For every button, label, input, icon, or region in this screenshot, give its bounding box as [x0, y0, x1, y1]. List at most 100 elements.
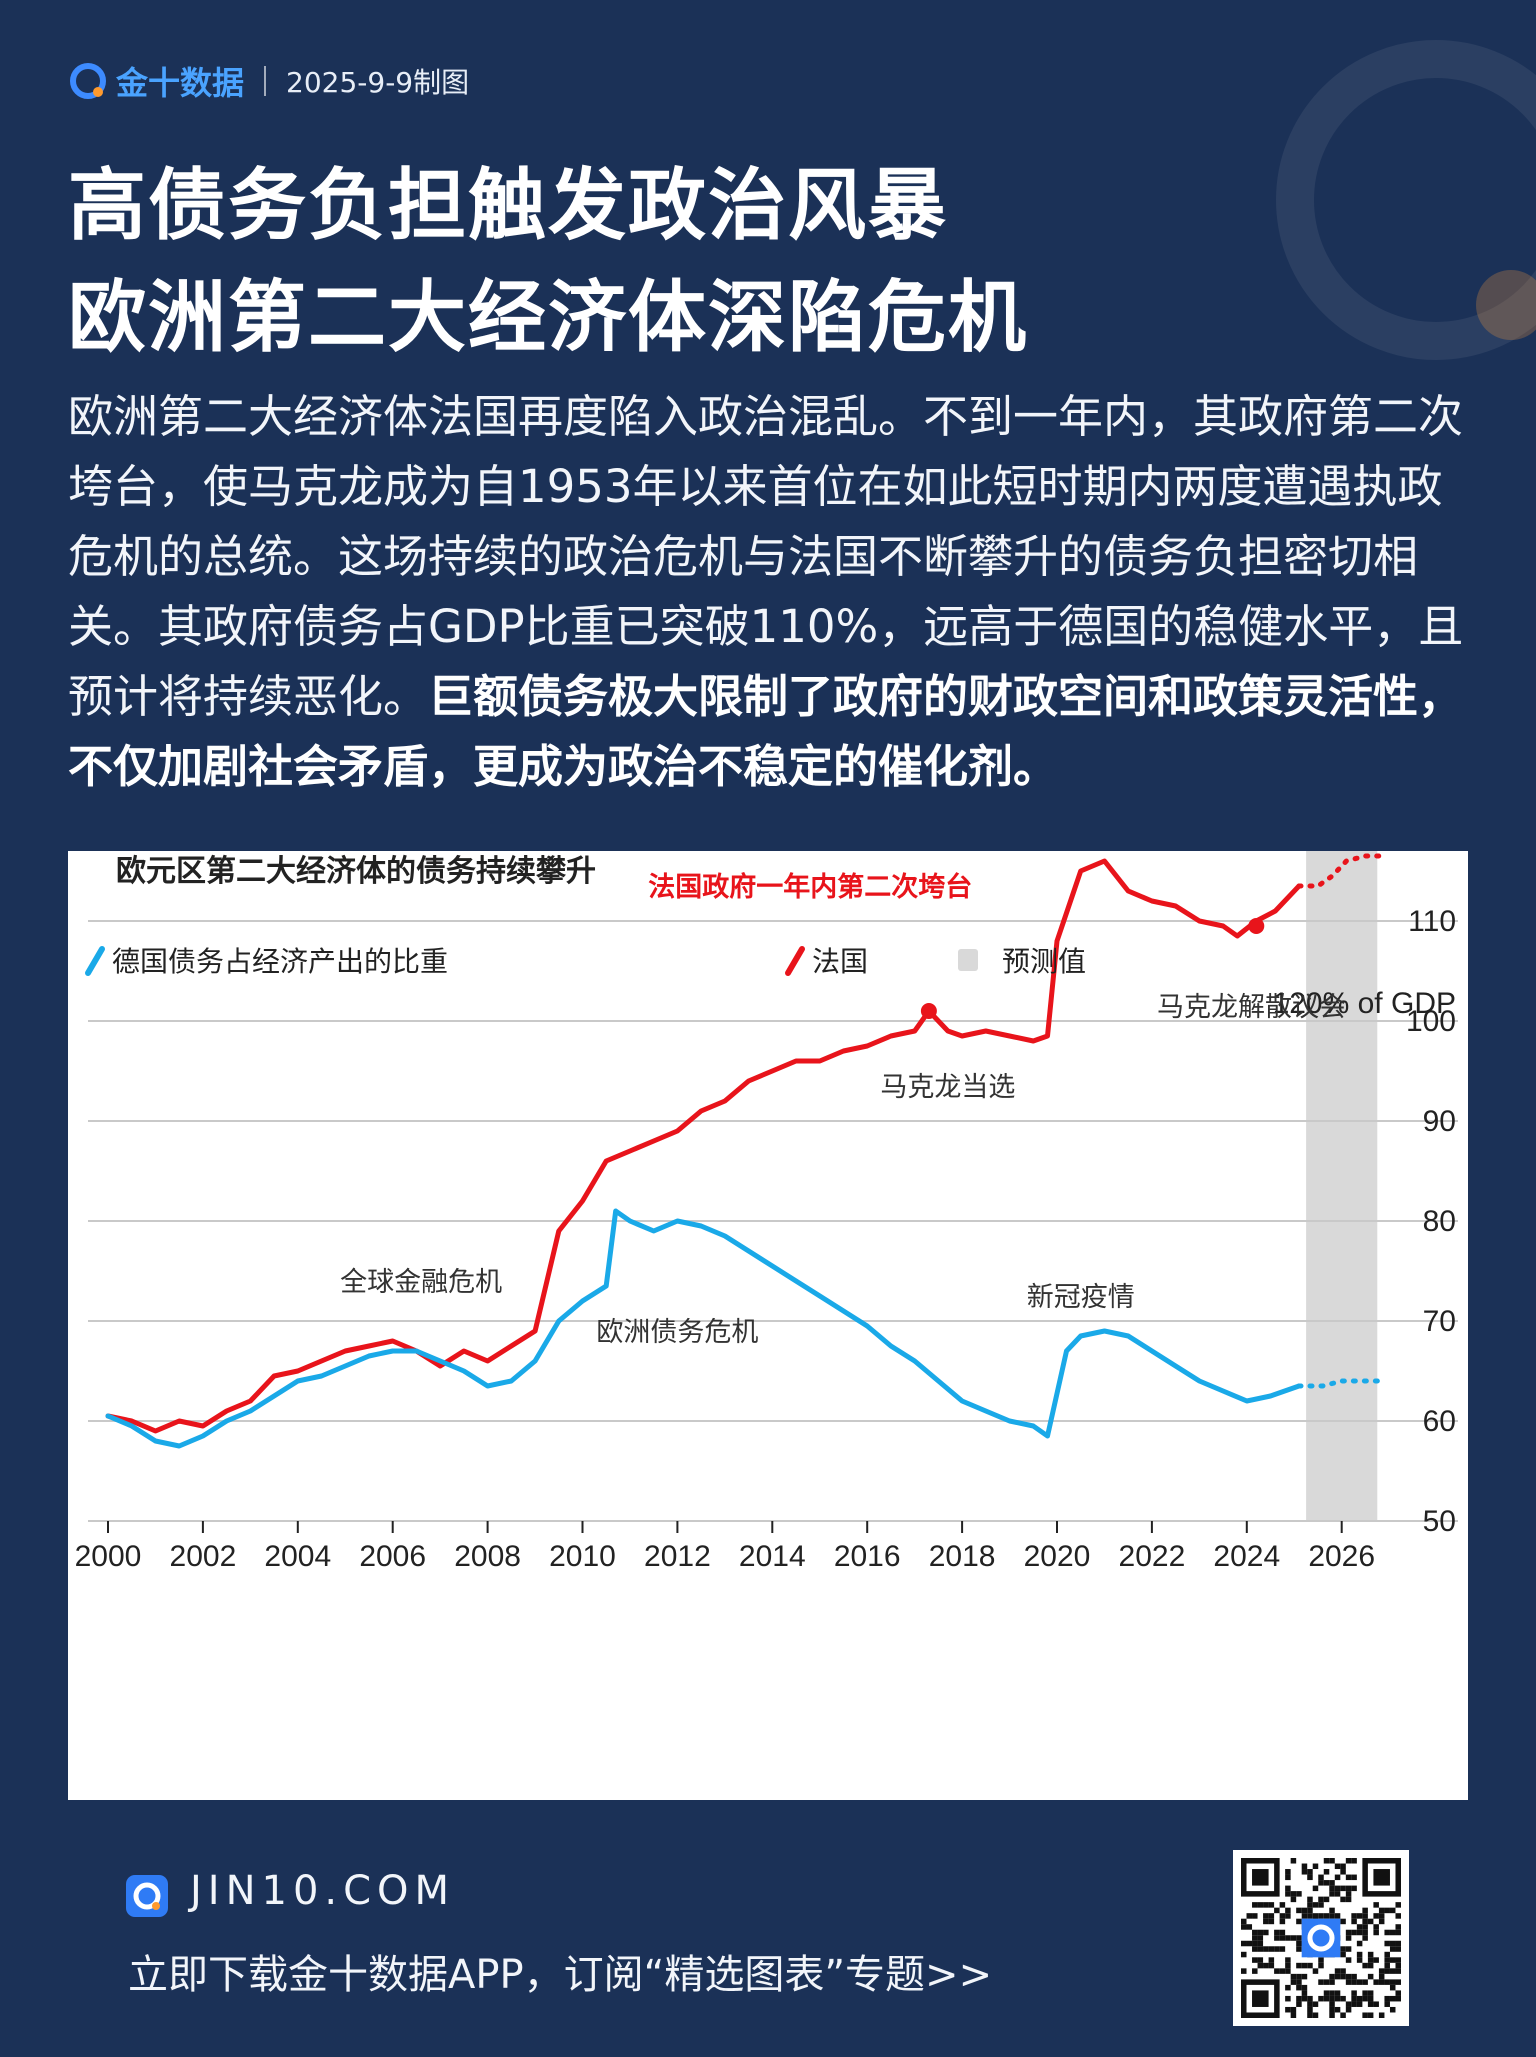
qr-module: [1312, 2012, 1319, 2018]
qr-module: [1323, 1869, 1330, 1875]
qr-module: [1279, 1902, 1286, 1908]
qr-module: [1329, 1995, 1335, 2002]
qr-module: [1296, 1940, 1302, 1947]
qr-module: [1351, 1995, 1357, 2002]
qr-module: [1351, 2001, 1357, 2007]
x-tick-label: 2008: [454, 1540, 521, 1573]
qr-module: [1389, 1929, 1396, 1936]
qr-module: [1351, 1913, 1357, 1919]
qr-module: [1307, 1913, 1313, 1919]
qr-module: [1389, 1946, 1396, 1952]
qr-code[interactable]: [1233, 1850, 1409, 2026]
legend-swatch: [958, 949, 978, 971]
qr-module: [1252, 1913, 1258, 1919]
qr-module: [1285, 1962, 1291, 1969]
qr-module: [1318, 1962, 1324, 1969]
qr-module: [1334, 1913, 1341, 1919]
qr-module: [1252, 1935, 1258, 1941]
body-text-bold: 巨额债务极大限制了政府的财政空间和政策灵活性，不仅加剧社会矛盾，更成为政治不稳定…: [68, 670, 1464, 793]
qr-module: [1274, 1929, 1280, 1936]
x-tick-label: 2026: [1308, 1540, 1375, 1573]
y-tick-label: 90: [1423, 1105, 1456, 1138]
qr-module: [1367, 2012, 1374, 2018]
qr-module: [1389, 2006, 1396, 2013]
qr-module: [1329, 2006, 1335, 2013]
qr-module: [1334, 2006, 1341, 2013]
qr-module: [1318, 1913, 1324, 1919]
qr-module: [1301, 1990, 1308, 1996]
qr-module: [1268, 1918, 1275, 1925]
qr-module: [1257, 1902, 1264, 1908]
x-tick-label: 2016: [834, 1540, 901, 1573]
qr-module: [1362, 1935, 1368, 1941]
qr-module: [1378, 1979, 1385, 1985]
event-marker: [1248, 918, 1265, 934]
legend-label: 德国债务占经济产出的比重: [112, 945, 448, 978]
qr-module: [1285, 1935, 1291, 1941]
unit-label: 120% of GDP: [1273, 987, 1456, 1020]
qr-module: [1345, 2006, 1352, 2013]
qr-module: [1285, 1874, 1291, 1881]
qr-module: [1268, 1962, 1275, 1969]
qr-module: [1296, 1973, 1302, 1980]
qr-module: [1290, 1979, 1297, 1985]
qr-module: [1351, 1918, 1357, 1925]
qr-module: [1389, 1968, 1396, 1974]
qr-module: [1285, 1984, 1291, 1991]
qr-module: [1334, 1885, 1341, 1892]
qr-module: [1384, 1929, 1390, 1936]
qr-module: [1257, 1935, 1264, 1941]
qr-module: [1279, 1968, 1286, 1974]
qr-module: [1252, 1968, 1258, 1974]
body-text-plain: 欧洲第二大经济体法国再度陷入政治混乱。不到一年内，其政府第二次垮台，使马克龙成为…: [68, 390, 1464, 723]
qr-module: [1389, 1984, 1396, 1991]
qr-module: [1263, 1913, 1269, 1919]
qr-module: [1263, 1929, 1269, 1936]
site-url[interactable]: JIN10.COM: [190, 1868, 456, 1914]
qr-module: [1395, 1957, 1401, 1963]
qr-module: [1345, 1973, 1352, 1980]
qr-module: [1340, 1896, 1346, 1903]
qr-module: [1285, 1885, 1291, 1892]
qr-module: [1241, 1924, 1247, 1930]
series-line: [105, 858, 1302, 1434]
forecast-series-line: [1296, 1378, 1383, 1389]
qr-module: [1301, 1863, 1308, 1870]
qr-module: [1279, 1918, 1286, 1925]
download-cta[interactable]: 立即下载金十数据APP，订阅“精选图表”专题>>: [128, 1952, 993, 1998]
publish-date: 2025-9-9制图: [286, 66, 470, 99]
qr-module: [1378, 1907, 1385, 1914]
qr-module: [1296, 1962, 1302, 1969]
qr-module: [1395, 1913, 1401, 1919]
x-tick-label: 2004: [264, 1540, 331, 1573]
qr-module: [1268, 1913, 1275, 1919]
qr-module: [1345, 1891, 1352, 1897]
qr-module: [1257, 1957, 1264, 1963]
qr-module: [1301, 1995, 1308, 2002]
qr-module: [1329, 1913, 1335, 1919]
qr-module: [1356, 1929, 1363, 1936]
qr-module: [1340, 1973, 1346, 1980]
qr-module: [1384, 1968, 1390, 1974]
qr-module: [1345, 1957, 1352, 1963]
qr-module: [1307, 1869, 1313, 1875]
qr-module: [1296, 1979, 1302, 1985]
qr-module: [1296, 1918, 1302, 1925]
qr-module: [1351, 1885, 1357, 1892]
qr-module: [1345, 1896, 1352, 1903]
qr-module: [1373, 1929, 1379, 1936]
qr-module: [1389, 1995, 1396, 2002]
qr-module: [1334, 1891, 1341, 1897]
qr-module: [1345, 1885, 1352, 1892]
qr-module: [1389, 1957, 1396, 1963]
qr-module: [1345, 1979, 1352, 1985]
qr-module: [1356, 1940, 1363, 1947]
qr-module: [1329, 1880, 1335, 1886]
qr-module: [1246, 1940, 1253, 1947]
qr-module: [1340, 1885, 1346, 1892]
qr-module: [1252, 1940, 1258, 1947]
x-tick-label: 2000: [75, 1540, 142, 1573]
qr-module: [1290, 2012, 1297, 2018]
qr-module: [1274, 1968, 1280, 1974]
brand-logo: 金十数据: [68, 58, 244, 104]
